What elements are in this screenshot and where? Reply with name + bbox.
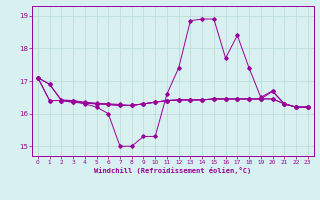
X-axis label: Windchill (Refroidissement éolien,°C): Windchill (Refroidissement éolien,°C): [94, 167, 252, 174]
